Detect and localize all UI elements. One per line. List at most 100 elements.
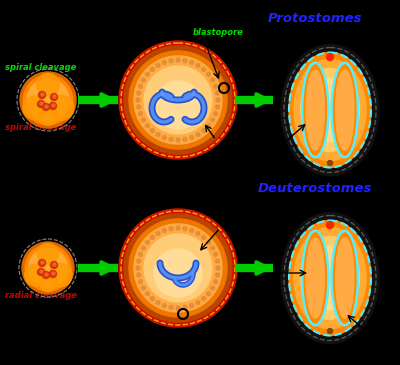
Ellipse shape <box>306 70 324 150</box>
Circle shape <box>150 128 154 132</box>
Circle shape <box>38 92 46 99</box>
Ellipse shape <box>302 63 328 157</box>
Circle shape <box>216 98 220 102</box>
Circle shape <box>183 59 187 63</box>
Ellipse shape <box>294 59 366 161</box>
Ellipse shape <box>300 69 360 151</box>
Circle shape <box>49 264 72 287</box>
Circle shape <box>169 306 173 310</box>
Circle shape <box>27 79 69 121</box>
Circle shape <box>202 235 206 239</box>
Circle shape <box>45 273 48 276</box>
Circle shape <box>150 297 154 301</box>
Circle shape <box>214 280 218 284</box>
Circle shape <box>207 124 211 128</box>
Circle shape <box>124 214 232 322</box>
Circle shape <box>214 252 218 256</box>
Circle shape <box>50 93 58 100</box>
Circle shape <box>129 219 227 317</box>
Circle shape <box>154 81 202 129</box>
Circle shape <box>134 56 222 144</box>
Circle shape <box>215 273 219 277</box>
Text: spiral cleavage: spiral cleavage <box>5 64 76 73</box>
Circle shape <box>38 269 44 276</box>
Circle shape <box>145 72 149 76</box>
Circle shape <box>207 292 211 296</box>
Circle shape <box>211 118 215 122</box>
Circle shape <box>23 75 73 124</box>
Circle shape <box>162 304 166 308</box>
Ellipse shape <box>289 220 371 335</box>
Circle shape <box>38 100 44 108</box>
Circle shape <box>53 263 56 266</box>
Ellipse shape <box>294 227 366 328</box>
Ellipse shape <box>336 238 354 318</box>
Circle shape <box>202 68 206 72</box>
Circle shape <box>211 246 215 250</box>
Circle shape <box>150 68 154 72</box>
Circle shape <box>141 286 145 290</box>
Circle shape <box>156 231 160 235</box>
Circle shape <box>141 246 145 250</box>
Circle shape <box>137 273 141 277</box>
Ellipse shape <box>336 70 354 150</box>
Circle shape <box>183 227 187 231</box>
Ellipse shape <box>306 238 324 318</box>
Circle shape <box>23 96 46 119</box>
Circle shape <box>42 272 50 278</box>
Circle shape <box>196 231 200 235</box>
Circle shape <box>20 72 76 128</box>
Circle shape <box>190 228 194 233</box>
Circle shape <box>28 249 68 288</box>
Circle shape <box>50 270 56 277</box>
Ellipse shape <box>332 231 358 325</box>
Ellipse shape <box>300 237 360 319</box>
Circle shape <box>162 135 166 139</box>
Circle shape <box>190 135 194 139</box>
Circle shape <box>141 78 145 82</box>
Circle shape <box>162 228 166 233</box>
Circle shape <box>183 306 187 310</box>
Circle shape <box>40 102 43 105</box>
Circle shape <box>156 132 160 137</box>
Circle shape <box>119 41 237 159</box>
Circle shape <box>138 84 142 88</box>
Circle shape <box>190 61 194 64</box>
Circle shape <box>190 304 194 308</box>
Circle shape <box>25 245 71 291</box>
Circle shape <box>162 61 166 64</box>
Circle shape <box>326 222 334 228</box>
Circle shape <box>138 252 142 256</box>
Circle shape <box>39 273 57 291</box>
Circle shape <box>52 104 55 107</box>
Circle shape <box>145 240 149 244</box>
Ellipse shape <box>308 246 352 310</box>
Circle shape <box>196 64 200 68</box>
Circle shape <box>138 280 142 284</box>
Circle shape <box>183 137 187 141</box>
Ellipse shape <box>289 53 371 168</box>
Circle shape <box>207 240 211 244</box>
Circle shape <box>41 261 44 264</box>
Circle shape <box>52 272 55 275</box>
Circle shape <box>176 226 180 230</box>
Circle shape <box>328 328 332 334</box>
Circle shape <box>144 234 212 302</box>
Circle shape <box>156 64 160 68</box>
Circle shape <box>49 95 74 120</box>
Circle shape <box>211 78 215 82</box>
Circle shape <box>196 301 200 305</box>
Circle shape <box>40 270 43 273</box>
Circle shape <box>145 292 149 296</box>
Circle shape <box>50 103 56 110</box>
Circle shape <box>328 161 332 165</box>
Circle shape <box>202 128 206 132</box>
Text: radial cleavage: radial cleavage <box>5 292 77 300</box>
Circle shape <box>124 46 232 154</box>
Circle shape <box>37 73 59 96</box>
Circle shape <box>137 259 141 263</box>
Circle shape <box>42 104 50 111</box>
Circle shape <box>137 105 141 109</box>
Circle shape <box>169 59 173 63</box>
Text: blastopore: blastopore <box>193 28 244 37</box>
